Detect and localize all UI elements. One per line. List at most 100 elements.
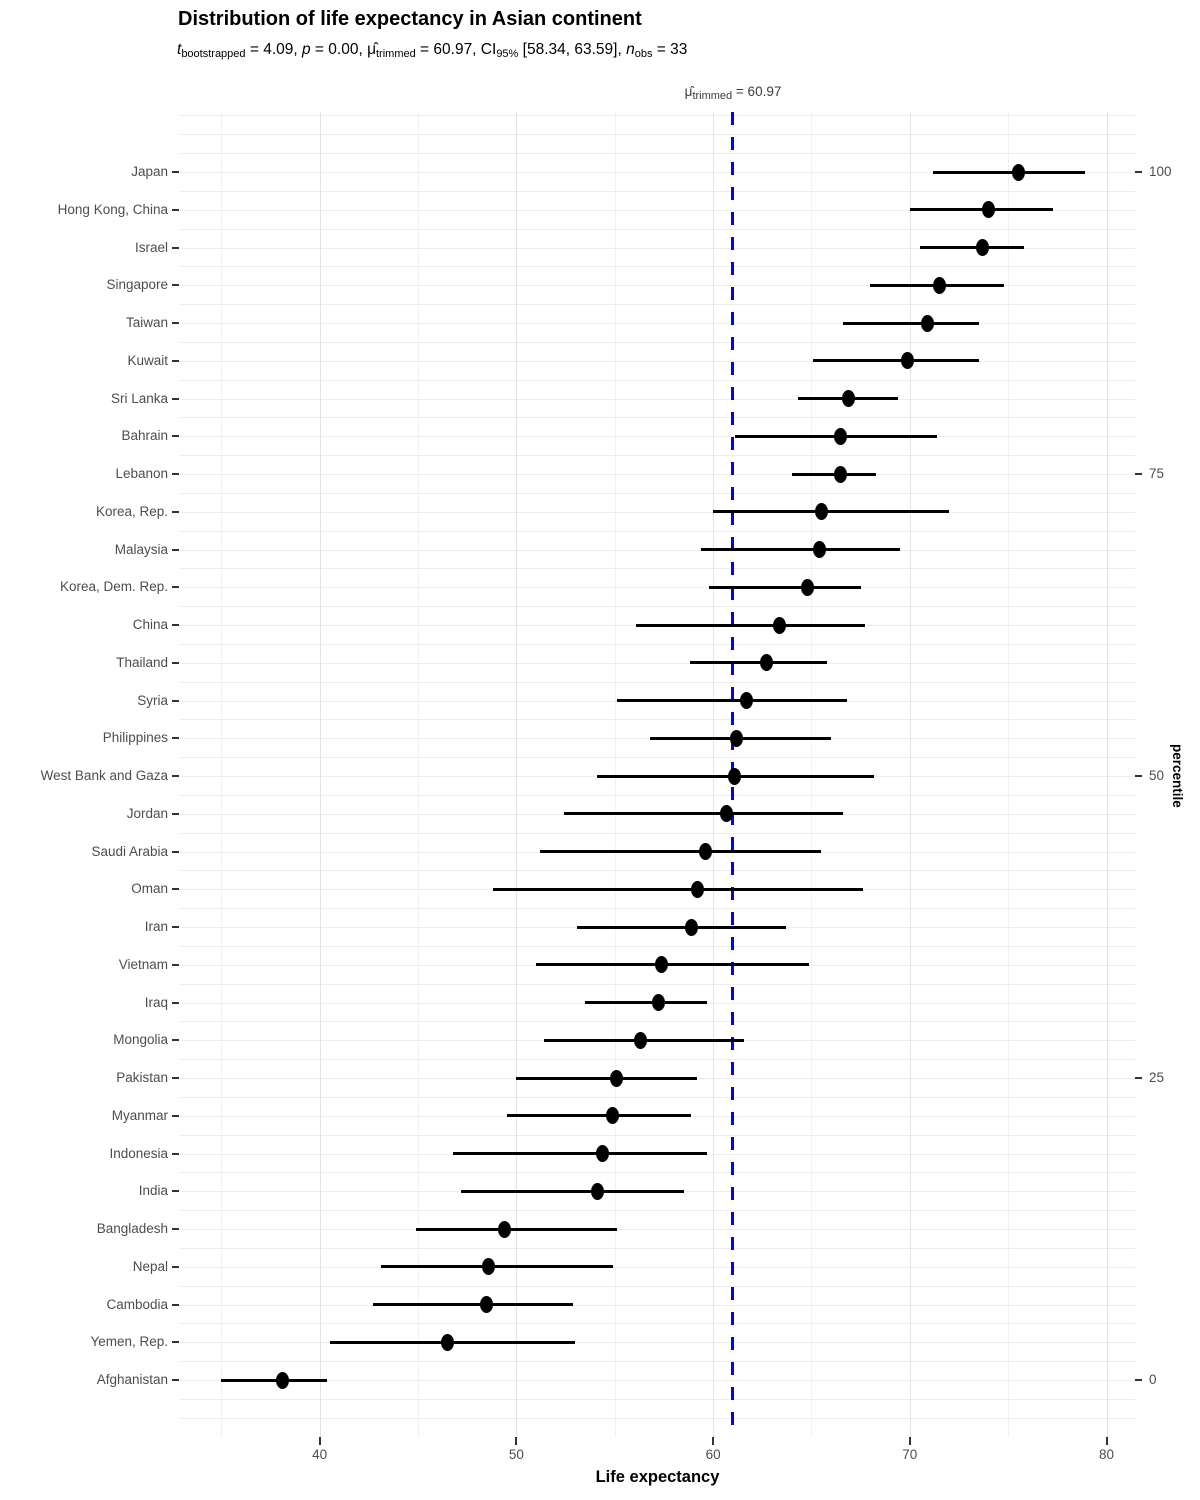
gridline-vertical-major bbox=[909, 112, 911, 1437]
y-axis-label-country: Taiwan bbox=[125, 315, 168, 330]
y2-axis-label: 75 bbox=[1149, 466, 1165, 481]
gridline-horizontal bbox=[180, 360, 1135, 362]
text-segment: trimmed bbox=[692, 90, 733, 102]
text-segment: μ̂ bbox=[367, 41, 376, 58]
gridline-horizontal bbox=[180, 908, 1135, 910]
gridline-horizontal bbox=[180, 436, 1135, 438]
data-point bbox=[690, 880, 704, 898]
data-point bbox=[976, 239, 990, 256]
data-point bbox=[720, 805, 734, 823]
gridline-horizontal bbox=[180, 945, 1135, 947]
error-bar bbox=[563, 812, 843, 816]
gridline-horizontal bbox=[180, 1021, 1135, 1023]
y-axis-tick bbox=[172, 397, 179, 400]
gridline-horizontal bbox=[180, 1059, 1135, 1061]
error-bar bbox=[842, 321, 979, 325]
gridline-horizontal bbox=[180, 1247, 1135, 1249]
text-segment: = 33 bbox=[652, 41, 688, 58]
y-axis-tick bbox=[172, 661, 179, 664]
y2-axis-tick bbox=[1135, 171, 1142, 173]
y-axis-tick bbox=[172, 850, 179, 853]
data-point bbox=[834, 427, 848, 445]
y-axis-label-country: Afghanistan bbox=[96, 1372, 168, 1387]
data-point bbox=[655, 956, 669, 974]
data-point bbox=[684, 918, 698, 936]
data-point bbox=[814, 503, 828, 521]
y-axis-tick bbox=[172, 171, 179, 173]
data-point bbox=[441, 1333, 454, 1351]
y-axis-tick bbox=[172, 1265, 179, 1268]
y-axis-label-country: West Bank and Gaza bbox=[40, 768, 168, 783]
gridline-vertical-minor bbox=[1008, 112, 1010, 1437]
y-axis-label-country: Korea, Rep. bbox=[95, 503, 168, 519]
y-axis-tick bbox=[172, 322, 179, 324]
gridline-horizontal bbox=[180, 643, 1135, 645]
gridline-horizontal bbox=[180, 870, 1135, 872]
error-bar bbox=[416, 1227, 617, 1231]
y-axis-label-country: Korea, Dem. Rep. bbox=[59, 579, 168, 595]
gridline-horizontal bbox=[180, 983, 1135, 985]
error-bar bbox=[516, 1076, 698, 1080]
y-axis-tick bbox=[172, 1114, 179, 1117]
y2-axis-label: 100 bbox=[1149, 164, 1172, 179]
data-point bbox=[801, 578, 814, 596]
y-axis-tick bbox=[172, 812, 179, 815]
y-axis-label-country: Syria bbox=[137, 692, 168, 708]
x-axis-tick bbox=[712, 1437, 715, 1445]
data-point bbox=[773, 616, 787, 634]
x-axis-label: 70 bbox=[902, 1447, 918, 1462]
data-point bbox=[932, 276, 946, 294]
y-axis-tick bbox=[172, 1303, 179, 1306]
y-axis-tick bbox=[172, 586, 179, 589]
y-axis-tick bbox=[172, 1039, 179, 1042]
gridline-horizontal bbox=[180, 719, 1135, 721]
gridline-horizontal bbox=[180, 757, 1135, 759]
gridline-horizontal bbox=[180, 398, 1135, 400]
error-bar bbox=[506, 1114, 692, 1118]
text-segment: p bbox=[301, 41, 311, 58]
text-segment: [58.34, 63.59], bbox=[518, 41, 627, 58]
y2-axis-label: 50 bbox=[1149, 768, 1165, 783]
y-axis-label-country: Mongolia bbox=[113, 1032, 168, 1048]
gridline-horizontal bbox=[180, 1096, 1135, 1098]
gridline-horizontal bbox=[180, 304, 1135, 306]
error-bar bbox=[461, 1189, 684, 1193]
text-segment: bootstrapped bbox=[181, 48, 246, 60]
gridline-horizontal bbox=[180, 1210, 1135, 1212]
x-axis-label: 80 bbox=[1098, 1447, 1115, 1462]
y2-axis-label: 25 bbox=[1149, 1070, 1165, 1085]
gridline-horizontal bbox=[180, 681, 1135, 683]
y-axis-tick bbox=[172, 208, 179, 211]
gridline-horizontal bbox=[180, 568, 1135, 570]
y-axis-label-country: Saudi Arabia bbox=[91, 843, 168, 859]
gridline-horizontal bbox=[180, 341, 1135, 343]
data-point bbox=[482, 1258, 496, 1276]
text-segment: 95% bbox=[496, 48, 519, 60]
error-bar bbox=[616, 699, 847, 702]
y2-axis-title: percentile bbox=[1170, 744, 1185, 808]
y2-axis-tick bbox=[1135, 1077, 1142, 1079]
x-axis-label: 50 bbox=[508, 1447, 524, 1462]
y-axis-tick bbox=[172, 926, 179, 928]
error-bar bbox=[453, 1152, 708, 1155]
x-axis-tick bbox=[1105, 1437, 1108, 1445]
gridline-horizontal bbox=[180, 455, 1135, 457]
y-axis-label-country: Hong Kong, China bbox=[57, 201, 168, 217]
gridline-horizontal bbox=[180, 530, 1135, 532]
gridline-horizontal bbox=[180, 153, 1135, 155]
data-point bbox=[921, 314, 934, 332]
gridline-horizontal bbox=[180, 134, 1135, 136]
gridline-horizontal bbox=[180, 1304, 1135, 1306]
error-bar bbox=[933, 170, 1085, 174]
data-point bbox=[498, 1220, 512, 1238]
gridline-horizontal bbox=[180, 417, 1135, 419]
chart-subtitle: tbootstrapped = 4.09, p = 0.00, μ̂trimme… bbox=[177, 41, 687, 60]
y-axis-label-country: Malaysia bbox=[114, 541, 168, 557]
gridline-vertical-minor bbox=[418, 112, 419, 1437]
text-segment: μ̂ bbox=[684, 84, 693, 99]
text-segment: = 0.00, bbox=[310, 41, 368, 58]
y-axis-label-country: Sri Lanka bbox=[110, 390, 168, 406]
data-point bbox=[651, 994, 665, 1011]
gridline-horizontal bbox=[180, 474, 1135, 475]
